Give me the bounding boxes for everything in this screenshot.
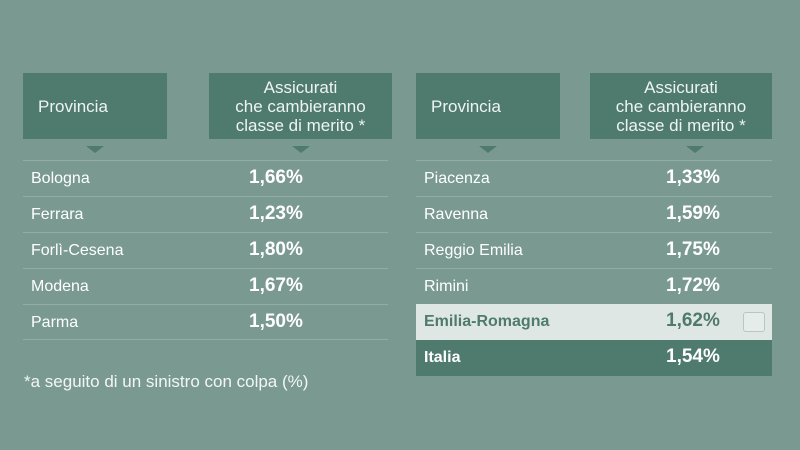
- province-name: Rimini: [424, 278, 469, 295]
- column-header-value: Assicurati che cambieranno classe di mer…: [590, 73, 772, 139]
- table-row: Piacenza 1,33%: [416, 160, 772, 196]
- table-row: Ravenna 1,59%: [416, 196, 772, 232]
- province-value: 1,66%: [249, 167, 303, 188]
- region-value: 1,62%: [666, 310, 720, 331]
- province-name: Ravenna: [424, 206, 489, 223]
- province-value: 1,67%: [249, 275, 303, 296]
- national-row: Italia 1,54%: [416, 340, 772, 376]
- province-name: Piacenza: [424, 170, 490, 187]
- province-value: 1,50%: [249, 311, 303, 332]
- province-value: 1,33%: [666, 167, 720, 188]
- province-value: 1,72%: [666, 275, 720, 296]
- province-value: 1,59%: [666, 203, 720, 224]
- province-value: 1,80%: [249, 239, 303, 260]
- column-header-province: Provincia: [416, 73, 560, 139]
- region-row: Emilia-Romagna 1,62%: [416, 304, 772, 340]
- sort-arrow-icon[interactable]: [686, 146, 704, 153]
- table-row: Bologna 1,66%: [23, 160, 388, 196]
- table-row: Ferrara 1,23%: [23, 196, 388, 232]
- table-row: Forlì-Cesena 1,80%: [23, 232, 388, 268]
- column-header-province: Provincia: [23, 73, 167, 139]
- table-row: Modena 1,67%: [23, 268, 388, 304]
- national-name: Italia: [424, 349, 461, 366]
- sort-arrow-icon[interactable]: [479, 146, 497, 153]
- sort-arrow-icon[interactable]: [292, 146, 310, 153]
- region-name: Emilia-Romagna: [424, 313, 550, 330]
- table-row: Rimini 1,72%: [416, 268, 772, 304]
- province-value: 1,23%: [249, 203, 303, 224]
- table-row: Parma 1,50%: [23, 304, 388, 340]
- national-value: 1,54%: [666, 346, 720, 367]
- province-name: Reggio Emilia: [424, 242, 523, 259]
- footnote: *a seguito di un sinistro con colpa (%): [24, 372, 309, 391]
- province-name: Forlì-Cesena: [31, 242, 124, 259]
- sort-arrow-icon[interactable]: [86, 146, 104, 153]
- checkbox[interactable]: [743, 312, 765, 332]
- table-row: Reggio Emilia 1,75%: [416, 232, 772, 268]
- province-value: 1,75%: [666, 239, 720, 260]
- province-name: Ferrara: [31, 206, 84, 223]
- province-name: Bologna: [31, 170, 90, 187]
- column-header-value: Assicurati che cambieranno classe di mer…: [209, 73, 392, 139]
- province-name: Parma: [31, 314, 79, 331]
- province-name: Modena: [31, 278, 89, 295]
